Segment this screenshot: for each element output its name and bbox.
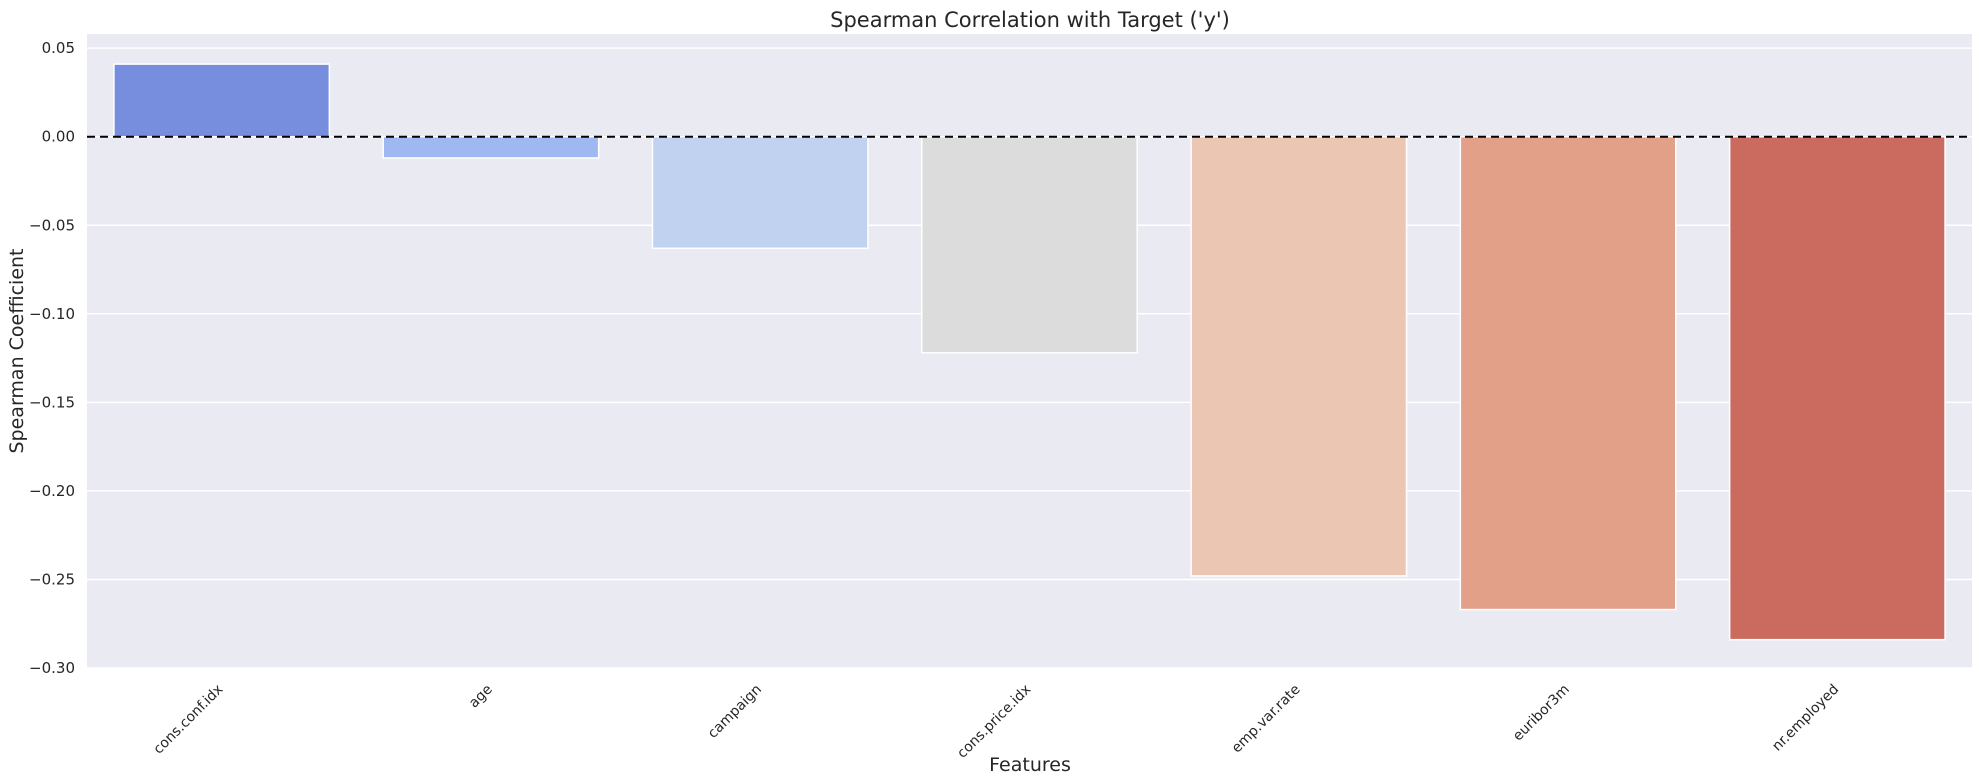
y-tick-label: −0.20 [29,482,75,500]
bars [113,63,1946,641]
x-tick-label: cons.price.idx [954,682,1034,762]
bar-age [382,135,600,159]
x-tick-label: emp.var.rate [1229,682,1304,757]
x-tick-label: age [466,682,496,712]
y-tick-label: −0.15 [29,393,75,411]
y-tick-label: −0.25 [29,570,75,588]
bar-cons-price-idx [921,135,1138,354]
chart-title: Spearman Correlation with Target ('y') [830,8,1230,32]
x-axis-label: Features [989,754,1071,776]
y-tick-label: −0.30 [29,659,75,677]
bar-emp-var-rate [1190,135,1408,577]
y-axis-label: Spearman Coefficient [6,248,28,453]
x-tick-label: cons.conf.idx [151,682,227,758]
y-tick-label: −0.05 [29,216,75,234]
x-tick-label: nr.employed [1769,682,1842,755]
x-tick-label: euribor3m [1510,682,1573,745]
bar-nr-employed [1728,135,1946,641]
y-tick-label: 0.05 [42,39,75,57]
y-tick-label: 0.00 [42,128,75,146]
bar-cons-conf-idx [113,63,331,138]
bar-campaign [651,135,869,250]
x-tick-label: campaign [705,682,765,742]
bar-euribor3m [1459,135,1677,611]
x-tick-labels: cons.conf.idx age campaign cons.price.idx em… [151,682,1843,762]
y-tick-labels: 0.05 0.00 −0.05 −0.10 −0.15 −0.20 −0.25 −0.30 [29,39,75,677]
y-tick-label: −0.10 [29,305,75,323]
